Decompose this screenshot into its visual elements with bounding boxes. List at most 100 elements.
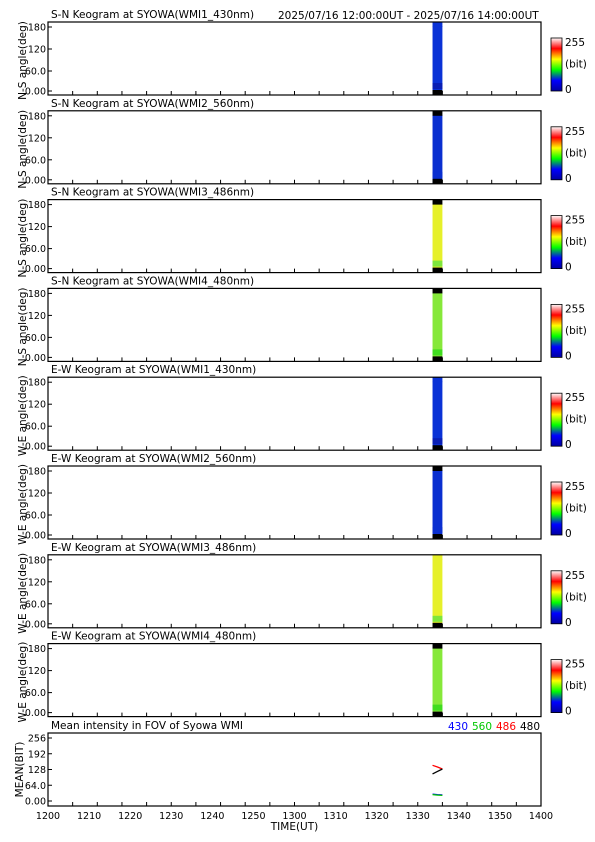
chart-title: Mean intensity in FOV of Syowa WMI xyxy=(51,720,243,732)
x-tick-label: 1200 xyxy=(36,811,60,822)
keogram-title: S-N Keogram at SYOWA(WMI2_560nm) xyxy=(51,98,254,110)
chart-ylabel: MEAN(BIT) xyxy=(14,742,26,798)
y-tick-label: 60.0 xyxy=(25,333,46,344)
y-tick-label: 0.00 xyxy=(25,708,46,719)
y-tick-label: 0.00 xyxy=(25,442,46,453)
y-tick-label: 180 xyxy=(28,644,46,655)
legend-entry: 486 xyxy=(496,721,516,733)
y-tick-label: 0.00 xyxy=(25,264,46,275)
colorbar xyxy=(550,126,563,181)
x-tick-label: 1330 xyxy=(406,811,430,822)
y-tick-label: 120 xyxy=(28,311,46,322)
colorbar-unit-label: (bit) xyxy=(565,414,587,426)
y-tick-label: 120 xyxy=(28,45,46,56)
y-tick-label: 120 xyxy=(28,133,46,144)
y-tick-label: 120 xyxy=(28,489,46,500)
y-tick-label: 60.0 xyxy=(25,67,46,78)
keogram-strip-bottom xyxy=(432,90,443,95)
keogram-ylabel: W-E angle(deg) xyxy=(17,464,29,545)
keogram-data-strip xyxy=(432,292,443,362)
keogram-ylabel: W-E angle(deg) xyxy=(17,553,29,634)
keogram-ylabel: W-E angle(deg) xyxy=(17,375,29,456)
y-tick-label: 60.0 xyxy=(25,688,46,699)
colorbar-max-label: 255 xyxy=(565,303,585,315)
y-tick-label: 60.0 xyxy=(25,244,46,255)
y-tick-label: 64.0 xyxy=(25,781,46,792)
y-tick-label: 120 xyxy=(28,222,46,233)
keogram-title: S-N Keogram at SYOWA(WMI1_430nm) xyxy=(51,9,254,21)
colorbar xyxy=(550,392,563,447)
keogram-frame xyxy=(47,110,542,185)
keogram-title: E-W Keogram at SYOWA(WMI1_430nm) xyxy=(51,364,256,376)
keogram-strip-top xyxy=(432,643,443,649)
header-time-range: 2025/07/16 12:00:00UT - 2025/07/16 14:00… xyxy=(278,10,539,22)
keogram-title: S-N Keogram at SYOWA(WMI3_486nm) xyxy=(51,187,254,199)
keogram-panel: E-W Keogram at SYOWA(WMI1_430nm) 180 120 60… xyxy=(17,364,587,456)
colorbar-min-label: 0 xyxy=(565,706,572,718)
keogram-strip-bottom xyxy=(432,445,443,451)
y-tick-label: 180 xyxy=(28,555,46,566)
keogram-data-strip xyxy=(432,26,443,95)
y-tick-label: 60.0 xyxy=(25,422,46,433)
keogram-panel: S-N Keogram at SYOWA(WMI2_560nm) 180 120 60… xyxy=(17,98,587,189)
keogram-strip-band xyxy=(432,349,443,356)
keogram-strip-bottom xyxy=(432,534,443,539)
keogram-data-strip xyxy=(432,381,443,451)
colorbar-unit-label: (bit) xyxy=(565,591,587,603)
colorbar-max-label: 255 xyxy=(565,392,585,404)
keogram-ylabel: N-S angle(deg) xyxy=(17,21,29,100)
x-tick-label: 1300 xyxy=(282,811,306,822)
colorbar-min-label: 0 xyxy=(565,84,572,96)
y-tick-label: 256 xyxy=(28,734,46,745)
legend-entry: 480 xyxy=(520,721,540,733)
keogram-panel: S-N Keogram at SYOWA(WMI1_430nm) 180 120 60… xyxy=(17,9,587,100)
y-tick-label: 120 xyxy=(28,577,46,588)
legend-entry: 430 xyxy=(448,721,468,733)
chart-xlabel: TIME(UT) xyxy=(270,821,319,833)
keogram-panel: E-W Keogram at SYOWA(WMI4_480nm) 180 120 60… xyxy=(17,631,587,723)
colorbar xyxy=(550,659,563,713)
keogram-title: E-W Keogram at SYOWA(WMI4_480nm) xyxy=(51,631,256,643)
keogram-strip-bottom xyxy=(432,622,443,628)
colorbar xyxy=(550,215,563,270)
y-tick-label: 0.00 xyxy=(25,353,46,364)
x-tick-label: 1250 xyxy=(241,811,265,822)
keogram-frame xyxy=(47,376,542,451)
colorbar-min-label: 0 xyxy=(565,617,572,629)
colorbar-min-label: 0 xyxy=(565,350,572,362)
keogram-panel: E-W Keogram at SYOWA(WMI3_486nm) 180 120 60… xyxy=(17,542,587,634)
keogram-strip-bottom xyxy=(432,267,443,273)
colorbar-max-label: 255 xyxy=(565,37,585,49)
x-tick-label: 1310 xyxy=(323,811,347,822)
keogram-ylabel: W-E angle(deg) xyxy=(17,642,29,723)
keogram-frame xyxy=(47,199,542,274)
colorbar-max-label: 255 xyxy=(565,126,585,138)
x-tick-label: 1220 xyxy=(118,811,142,822)
colorbar-unit-label: (bit) xyxy=(565,59,587,71)
keogram-strip-band xyxy=(432,704,443,711)
chart-frame xyxy=(47,732,542,807)
colorbar-unit-label: (bit) xyxy=(565,680,587,692)
keogram-strip-bottom xyxy=(432,356,443,362)
mean-intensity-panel: Mean intensity in FOV of Syowa WMI 430 560… xyxy=(14,720,553,833)
y-tick-label: 120 xyxy=(28,666,46,677)
y-tick-label: 180 xyxy=(28,200,46,211)
keogram-strip-bottom xyxy=(432,178,443,184)
series-line-560 xyxy=(432,793,443,796)
keogram-title: S-N Keogram at SYOWA(WMI4_480nm) xyxy=(51,275,254,287)
y-tick-label: 0.00 xyxy=(25,531,46,542)
keogram-title: E-W Keogram at SYOWA(WMI2_560nm) xyxy=(51,453,256,465)
keogram-strip-band xyxy=(432,527,443,533)
keogram-frame xyxy=(47,21,542,96)
keogram-ylabel: N-S angle(deg) xyxy=(17,110,29,189)
colorbar-max-label: 255 xyxy=(565,570,585,582)
colorbar-max-label: 255 xyxy=(565,659,585,671)
keogram-strip-band xyxy=(432,83,443,89)
keogram-ylabel: N-S angle(deg) xyxy=(17,199,29,278)
keogram-strip-top xyxy=(432,466,443,471)
keogram-strip-top xyxy=(432,199,443,205)
keogram-strip-top xyxy=(432,110,443,116)
keogram-frame xyxy=(47,465,542,540)
x-tick-label: 1400 xyxy=(529,811,553,822)
keogram-ylabel: N-S angle(deg) xyxy=(17,288,29,367)
